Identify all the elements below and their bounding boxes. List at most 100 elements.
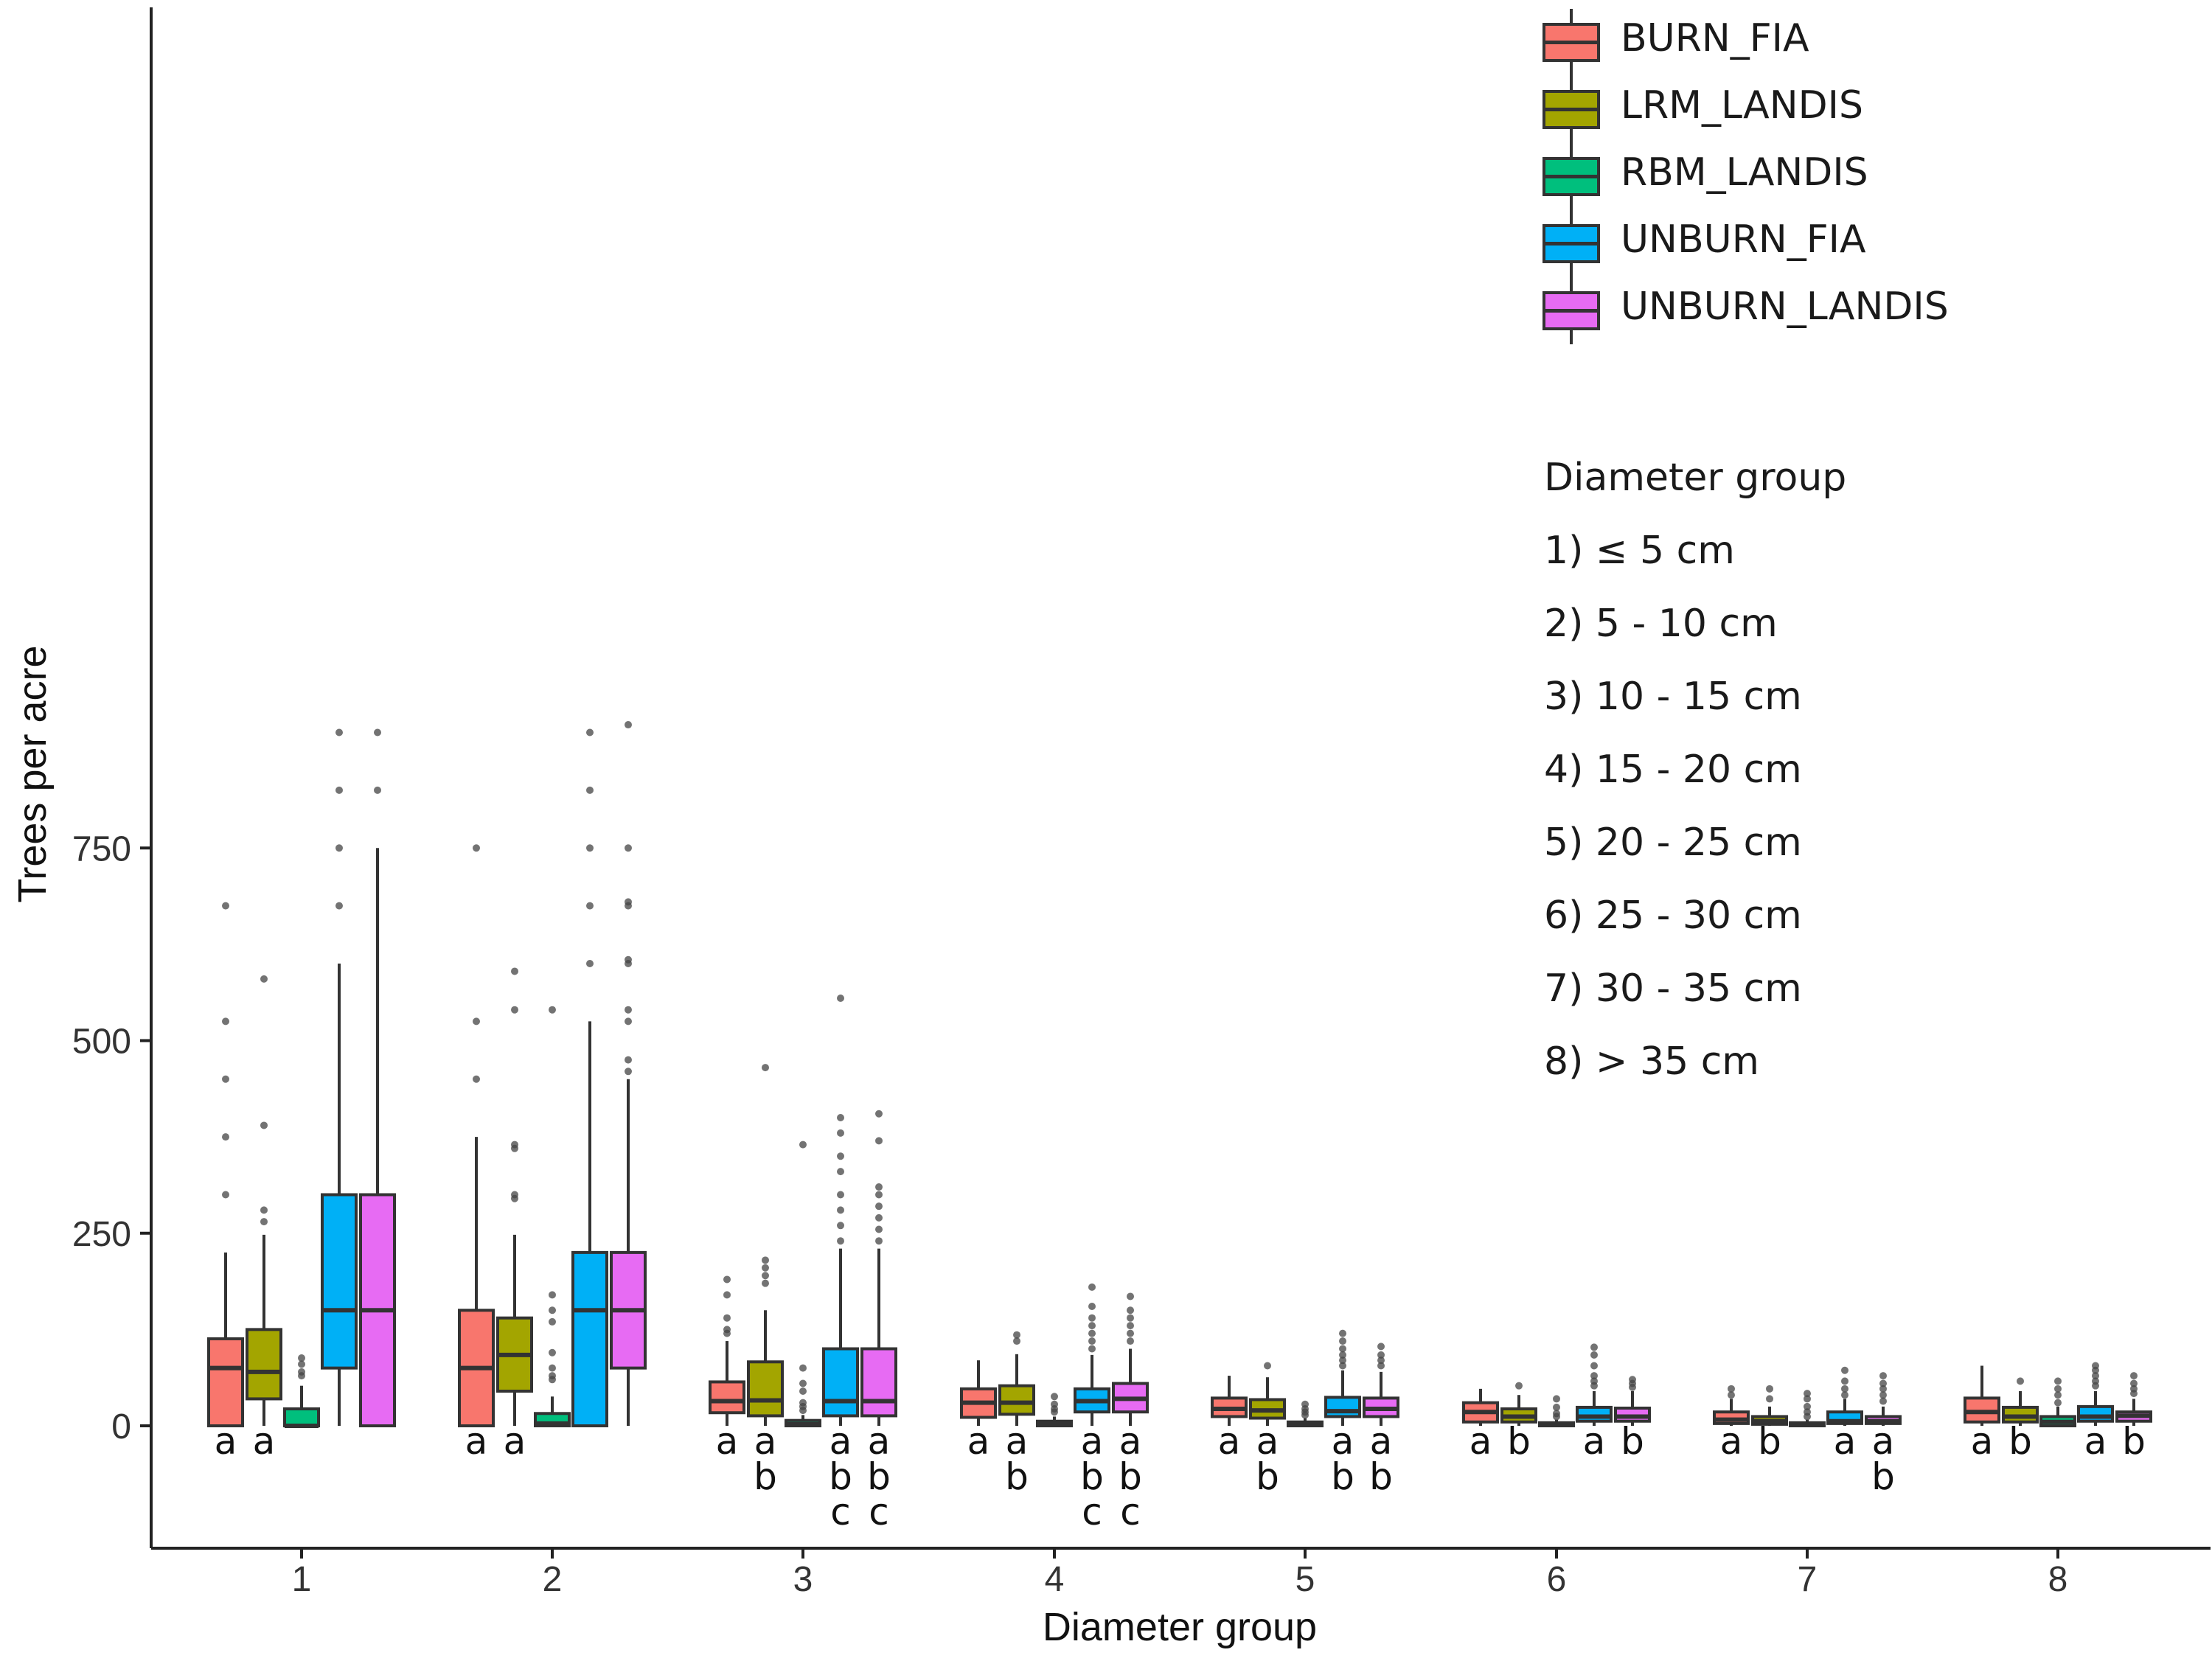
outlier-point: [586, 844, 594, 852]
outlier-point: [1590, 1372, 1598, 1380]
box-unburn-fia-4: [1074, 1283, 1110, 1426]
outlier-point: [837, 1168, 844, 1176]
outlier-point: [1088, 1322, 1096, 1330]
outlier-point: [1590, 1362, 1598, 1370]
outlier-point: [762, 1272, 769, 1280]
outlier-point: [799, 1141, 807, 1149]
outlier-point: [549, 1348, 556, 1357]
outlier-point: [1013, 1331, 1020, 1339]
outlier-point: [1879, 1385, 1887, 1393]
outlier-point: [2054, 1377, 2062, 1385]
box-unburn-fia-1: [321, 728, 358, 1426]
outlier-point: [1804, 1408, 1811, 1416]
outlier-point: [1088, 1329, 1096, 1337]
note-line-6: 6) 25 - 30 cm: [1544, 894, 1802, 938]
outlier-point: [1728, 1385, 1735, 1393]
box-unburn-landis-7: [1865, 1372, 1902, 1426]
significance-letter: b: [1331, 1455, 1354, 1498]
box-body: [571, 1250, 608, 1427]
box-unburn-fia-8: [2077, 1362, 2114, 1426]
outlier-point: [222, 1191, 229, 1199]
box-lrm-landis-3: [747, 1064, 784, 1426]
significance-letter: a: [1834, 1420, 1857, 1463]
outlier-point: [335, 902, 343, 910]
box-rbm-landis-1: [283, 1354, 320, 1428]
outlier-point: [549, 1006, 556, 1014]
outlier-point: [1339, 1345, 1346, 1353]
outlier-point: [511, 1006, 518, 1014]
outlier-point: [837, 1152, 844, 1160]
outlier-point: [260, 975, 268, 983]
note-line-1: 1) ≤ 5 cm: [1544, 529, 1735, 573]
outlier-point: [1127, 1292, 1134, 1300]
significance-letter: a: [754, 1420, 777, 1463]
outlier-point: [799, 1399, 807, 1407]
outlier-point: [1879, 1372, 1887, 1380]
box-body: [283, 1407, 320, 1428]
outlier-point: [1339, 1351, 1346, 1359]
boxes: [207, 721, 2152, 1428]
outlier-point: [1301, 1400, 1309, 1408]
outlier-point: [1553, 1395, 1560, 1403]
outlier-point: [1804, 1390, 1811, 1398]
outlier-point: [762, 1256, 769, 1264]
outlier-point: [260, 1206, 268, 1214]
outlier-point: [374, 728, 381, 737]
outlier-point: [335, 786, 343, 794]
outlier-point: [549, 1291, 556, 1299]
outlier-point: [875, 1191, 883, 1199]
significance-letter: a: [1971, 1420, 1994, 1463]
box-rbm-landis-6: [1538, 1395, 1575, 1427]
outlier-point: [1088, 1283, 1096, 1291]
outlier-point: [586, 728, 594, 737]
box-lrm-landis-6: [1500, 1382, 1537, 1426]
significance-letter: b: [1256, 1455, 1279, 1498]
outlier-point: [298, 1354, 305, 1362]
outlier-point: [260, 1121, 268, 1129]
significance-letter: b: [2008, 1420, 2032, 1463]
outlier-point: [1127, 1337, 1134, 1345]
outlier-point: [2054, 1385, 2062, 1393]
significance-letter: a: [504, 1420, 526, 1463]
box-burn-fia-2: [458, 844, 495, 1427]
outlier-point: [1127, 1322, 1134, 1330]
significance-letter: c: [1120, 1491, 1141, 1533]
legend-key-burn-fia: [1543, 9, 1600, 76]
significance-letter: b: [1621, 1420, 1644, 1463]
outlier-point: [837, 1129, 844, 1137]
y-tick-label: 750: [72, 829, 131, 868]
box-lrm-landis-2: [496, 967, 533, 1426]
outlier-point: [837, 1237, 844, 1245]
box-rbm-landis-2: [534, 1006, 571, 1428]
outlier-point: [511, 1191, 518, 1199]
outlier-point: [1088, 1314, 1096, 1322]
outlier-point: [875, 1213, 883, 1222]
outlier-point: [1127, 1314, 1134, 1322]
significance-letter: b: [1119, 1455, 1142, 1498]
box-rbm-landis-3: [785, 1141, 821, 1428]
outlier-point: [222, 1133, 229, 1141]
outlier-point: [625, 1017, 632, 1025]
box-burn-fia-7: [1713, 1385, 1750, 1426]
box-burn-fia-8: [1964, 1365, 2000, 1426]
outlier-point: [1264, 1362, 1271, 1370]
box-burn-fia-4: [960, 1360, 997, 1426]
outlier-point: [1088, 1345, 1096, 1353]
y-axis-title: Trees per acre: [10, 645, 55, 902]
outlier-point: [2092, 1372, 2099, 1380]
significance-letter: c: [869, 1491, 889, 1533]
outlier-point: [625, 1056, 632, 1064]
outlier-point: [1553, 1410, 1560, 1418]
outlier-point: [2130, 1372, 2138, 1380]
legend-label: BURN_FIA: [1621, 16, 1809, 60]
significance-letter: c: [1082, 1491, 1102, 1533]
outlier-point: [511, 1141, 518, 1149]
outlier-point: [625, 1068, 632, 1076]
box-unburn-fia-5: [1324, 1329, 1361, 1426]
significance-letter: a: [215, 1420, 237, 1463]
box-body: [246, 1328, 282, 1401]
outlier-point: [374, 786, 381, 794]
box-body: [1576, 1405, 1613, 1423]
outlier-point: [1127, 1306, 1134, 1314]
significance-letter: b: [1758, 1420, 1781, 1463]
